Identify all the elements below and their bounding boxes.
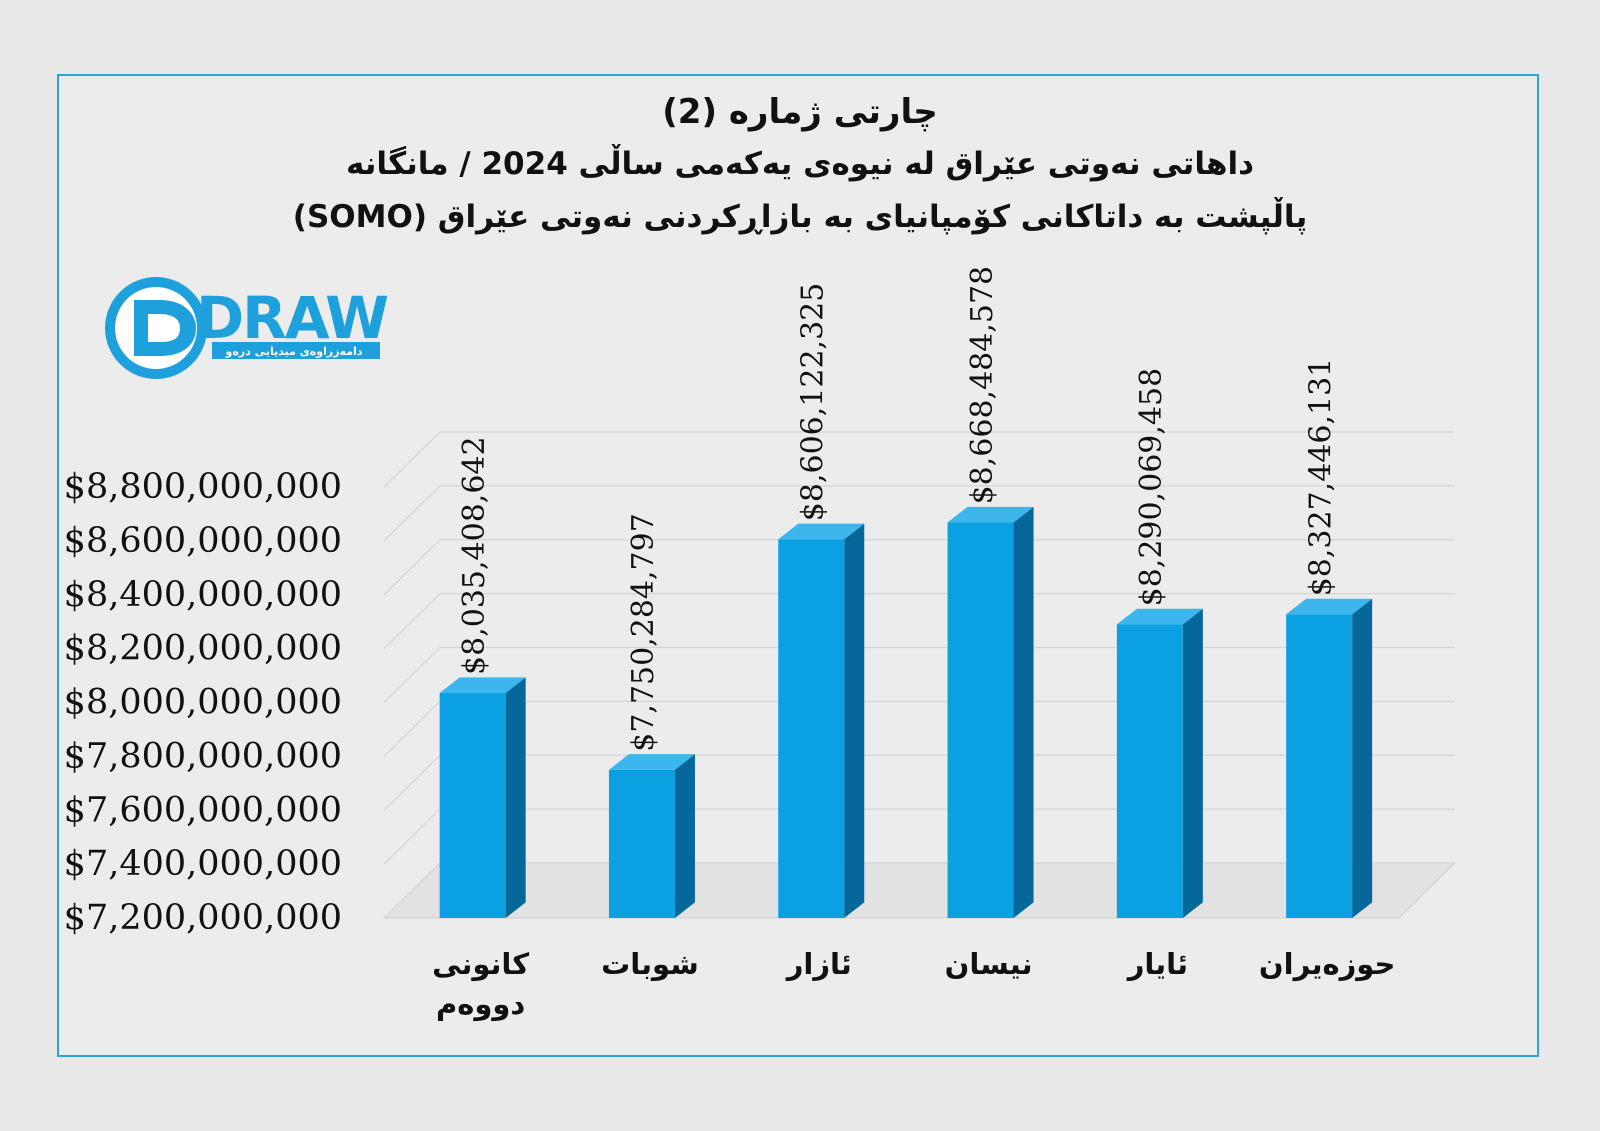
draw-logo: DRAW دامەزراوەی میدیایی درەو [105, 277, 390, 379]
value-label: $8,668,484,578 [965, 266, 1000, 505]
bar-side [1352, 598, 1373, 918]
bar [608, 754, 695, 918]
logo-wordmark: DRAW [196, 284, 388, 352]
bar-front [947, 522, 1014, 918]
bar-top [439, 677, 526, 693]
bars-layer [439, 506, 1373, 918]
bar-side [1013, 506, 1034, 918]
value-label: $7,750,284,797 [626, 513, 661, 752]
chart-title-line-3: پاڵپشت بە داتاکانی کۆمپانیای بە بازاڕکرد… [292, 199, 1308, 235]
bar-front [1286, 614, 1353, 918]
grid-line-diagonal [383, 539, 441, 596]
bar [778, 523, 865, 918]
value-label: $8,290,069,458 [1134, 368, 1169, 607]
grid-line-diagonal [383, 647, 441, 703]
bar-top [1116, 608, 1203, 625]
bar [1286, 598, 1373, 918]
bar-side [505, 677, 526, 918]
bar-side [674, 754, 695, 918]
y-axis-ticks: $8,800,000,000 $8,600,000,000 $8,400,000,0… [64, 467, 342, 938]
bar-side [844, 523, 865, 918]
category-label: کانونی دووەم [432, 947, 529, 1021]
y-tick-label: $7,200,000,000 [64, 898, 342, 938]
category-label-part: دووەم [436, 987, 525, 1021]
bar [947, 506, 1034, 918]
grid-line-diagonal [383, 431, 441, 488]
bar-top [608, 754, 695, 770]
category-label: ئازار [785, 947, 852, 981]
category-label: ئایار [1126, 947, 1188, 981]
y-tick-label: $7,600,000,000 [64, 790, 342, 830]
bar [439, 677, 526, 918]
category-label: نیسان [945, 947, 1033, 981]
y-tick-label: $8,400,000,000 [64, 575, 342, 615]
logo-subtitle: دامەزراوەی میدیایی درەو [225, 345, 363, 358]
grid-line-diagonal [383, 862, 441, 919]
bar [1116, 608, 1203, 918]
category-label: شوبات [601, 947, 699, 981]
bar-front [1116, 624, 1183, 918]
value-label: $8,606,122,325 [796, 283, 831, 522]
value-label: $8,327,446,131 [1303, 358, 1338, 597]
bar-front [778, 539, 845, 918]
y-tick-label: $8,200,000,000 [64, 629, 342, 669]
y-tick-label: $8,600,000,000 [64, 521, 342, 561]
chart-title-line-1: چارتی ژمارە (2) [662, 92, 938, 132]
bar-top [1286, 598, 1373, 615]
category-label-part: کانونی [432, 947, 529, 981]
grid-line-diagonal [383, 593, 441, 650]
value-labels-layer: $8,035,408,642 $7,750,284,797 $8,606,122,3… [457, 266, 1338, 752]
bar-front [608, 769, 675, 918]
y-tick-label: $8,000,000,000 [64, 683, 342, 723]
chart-title-line-2: داهاتی نەوتی عێراق لە نیوەی یەکەمی ساڵی … [345, 146, 1254, 182]
bar-side [1182, 608, 1203, 918]
grid-line-diagonal [383, 700, 441, 757]
grid-line-diagonal [383, 808, 441, 865]
category-label: حوزەیران [1259, 947, 1396, 981]
bar-top [947, 506, 1034, 523]
y-tick-label: $7,400,000,000 [64, 844, 342, 884]
grid-line-diagonal [383, 754, 441, 811]
value-label: $8,035,408,642 [457, 436, 492, 675]
bar-top [778, 523, 865, 540]
category-labels-layer: کانونی دووەم شوبات ئازار نیسان ئایار حوزەیران [432, 947, 1395, 1021]
y-tick-label: $7,800,000,000 [64, 736, 342, 776]
grid-line-diagonal [383, 485, 441, 542]
y-tick-label: $8,800,000,000 [64, 467, 342, 507]
bar-front [439, 692, 506, 918]
